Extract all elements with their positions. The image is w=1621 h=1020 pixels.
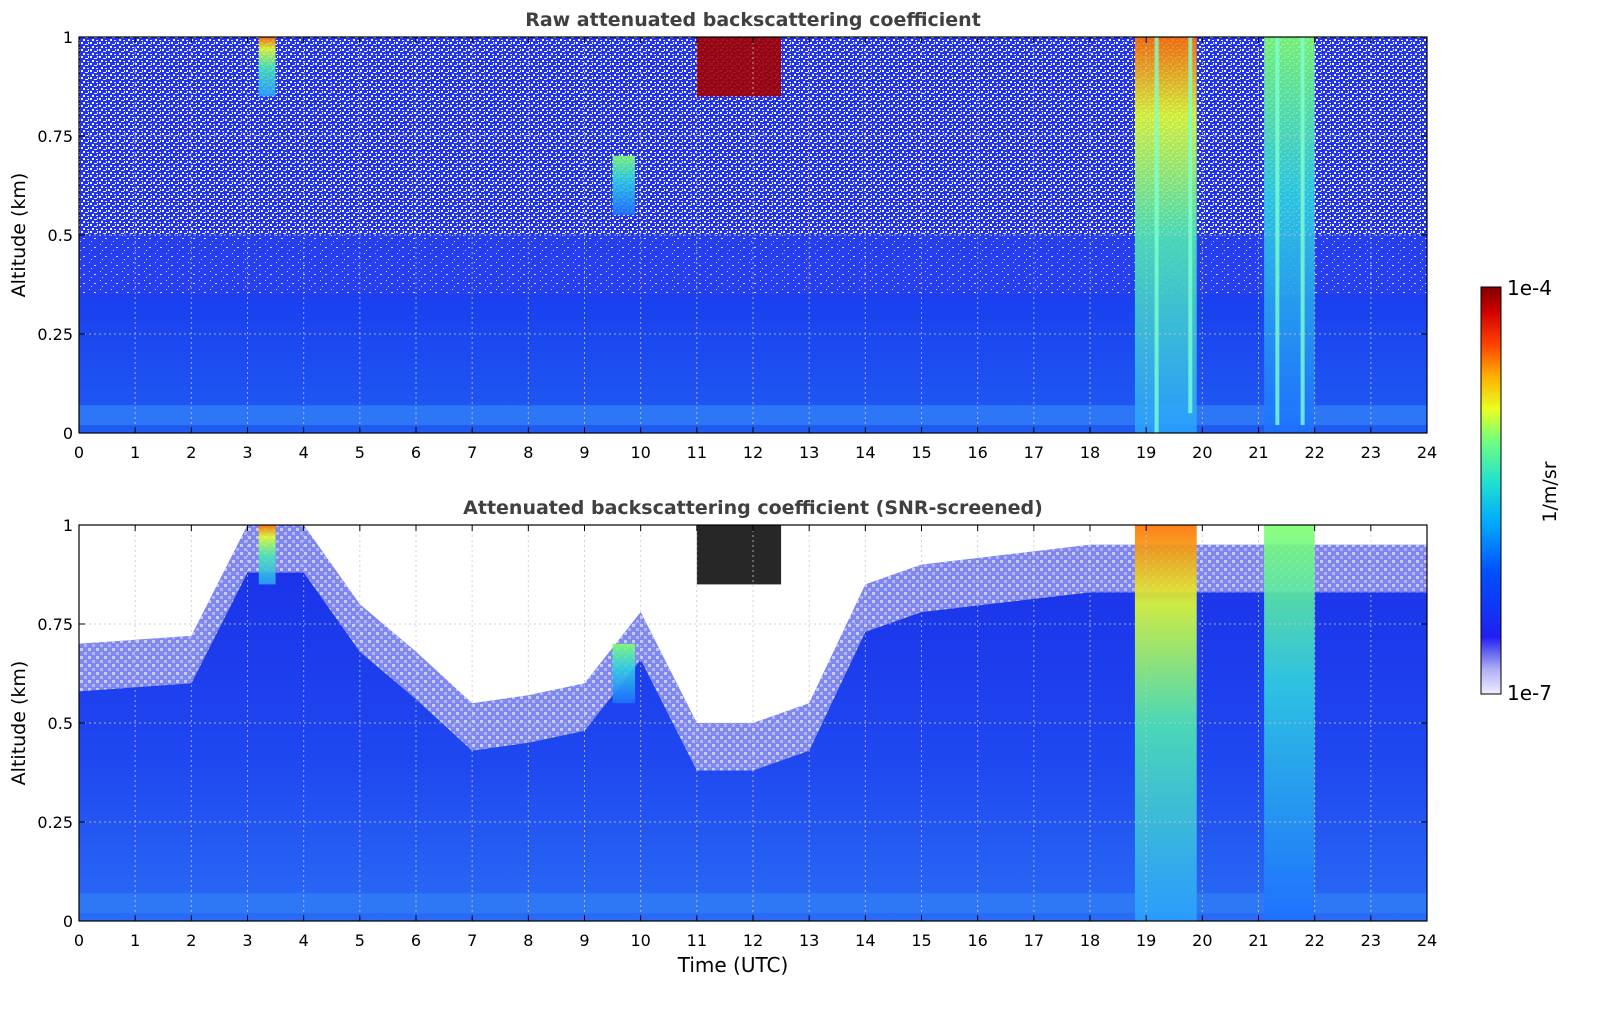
x-tick-label-17: 17 [1024, 931, 1044, 950]
x-tick-label-3: 3 [242, 931, 252, 950]
x-tick-label-15: 15 [911, 443, 931, 462]
x-tick-label-5: 5 [355, 931, 365, 950]
colorbar-unit-label: 1/m/sr [1539, 461, 1561, 522]
y-axis-label: Altitude (km) [8, 661, 30, 786]
plume-spike-2 [1188, 37, 1193, 414]
x-tick-label-1: 1 [130, 443, 140, 462]
y-tick-label-3: 0.75 [37, 615, 73, 634]
screened-region [79, 525, 1427, 723]
x-tick-label-1: 1 [130, 931, 140, 950]
x-tick-label-12: 12 [743, 443, 763, 462]
x-tick-label-7: 7 [467, 931, 477, 950]
x-tick-label-16: 16 [967, 931, 987, 950]
x-tick-label-6: 6 [411, 443, 421, 462]
y-axis-label: Altitude (km) [8, 173, 30, 298]
noise-region-lower [79, 235, 1427, 295]
x-tick-label-20: 20 [1192, 931, 1212, 950]
chart-title: Raw attenuated backscattering coefficien… [525, 9, 981, 31]
plume-spike-4 [1300, 37, 1305, 426]
x-tick-label-12: 12 [743, 931, 763, 950]
chart-title: Attenuated backscattering coefficient (S… [463, 497, 1043, 519]
surface-band [79, 405, 1427, 426]
plume-spike-1 [1154, 37, 1159, 433]
y-tick-label-4: 1 [63, 28, 73, 47]
y-tick-label-4: 1 [63, 516, 73, 535]
x-tick-label-4: 4 [299, 931, 309, 950]
panel-1: 0 1 2 3 4 5 6 7 8 9 10 11 12 13 14 15 16 17 18 19 20 21 22 23 24… [8, 9, 1437, 462]
feature-1 [258, 525, 276, 585]
x-tick-label-0: 0 [74, 443, 84, 462]
feature-2 [612, 643, 636, 704]
plume-spike-3 [1275, 37, 1280, 426]
colorbar: 1e-4 1e-7 1/m/sr [1480, 276, 1561, 705]
x-tick-label-13: 13 [799, 931, 819, 950]
x-tick-label-9: 9 [579, 931, 589, 950]
x-tick-label-14: 14 [855, 931, 875, 950]
x-tick-label-23: 23 [1361, 443, 1381, 462]
x-tick-label-7: 7 [467, 443, 477, 462]
surface-band [79, 893, 1427, 914]
y-tick-label-1: 0.25 [37, 813, 73, 832]
y-tick-label-0: 0 [63, 424, 73, 443]
x-tick-label-17: 17 [1024, 443, 1044, 462]
x-tick-label-5: 5 [355, 443, 365, 462]
x-tick-label-2: 2 [186, 931, 196, 950]
x-tick-label-15: 15 [911, 931, 931, 950]
feature-3 [696, 525, 782, 585]
colorbar-gradient [1480, 286, 1502, 695]
colorbar-min-label: 1e-7 [1507, 681, 1552, 705]
x-tick-label-8: 8 [523, 443, 533, 462]
x-tick-label-16: 16 [967, 443, 987, 462]
y-tick-label-1: 0.25 [37, 325, 73, 344]
x-tick-label-8: 8 [523, 931, 533, 950]
x-tick-label-24: 24 [1417, 931, 1437, 950]
x-tick-label-10: 10 [630, 443, 650, 462]
x-tick-label-10: 10 [630, 931, 650, 950]
x-tick-label-9: 9 [579, 443, 589, 462]
x-tick-label-24: 24 [1417, 443, 1437, 462]
x-tick-label-14: 14 [855, 443, 875, 462]
x-tick-label-18: 18 [1080, 443, 1100, 462]
colorbar-max-label: 1e-4 [1507, 276, 1552, 300]
feature-1 [258, 37, 276, 97]
x-tick-label-22: 22 [1304, 443, 1324, 462]
x-tick-label-13: 13 [799, 443, 819, 462]
x-tick-label-0: 0 [74, 931, 84, 950]
panel-2: 0 1 2 3 4 5 6 7 8 9 10 11 12 13 14 15 16 17 18 19 20 21 22 23 24… [8, 497, 1437, 977]
feature-3 [696, 37, 782, 97]
y-tick-label-2: 0.5 [48, 714, 73, 733]
x-tick-label-11: 11 [687, 931, 707, 950]
x-tick-label-20: 20 [1192, 443, 1212, 462]
x-tick-label-2: 2 [186, 443, 196, 462]
x-tick-label-11: 11 [687, 443, 707, 462]
x-tick-label-3: 3 [242, 443, 252, 462]
x-tick-label-21: 21 [1248, 443, 1268, 462]
y-tick-label-0: 0 [63, 912, 73, 931]
x-tick-label-21: 21 [1248, 931, 1268, 950]
feature-2 [612, 155, 636, 216]
y-tick-label-2: 0.5 [48, 226, 73, 245]
y-tick-label-3: 0.75 [37, 127, 73, 146]
x-tick-label-22: 22 [1304, 931, 1324, 950]
x-tick-label-18: 18 [1080, 931, 1100, 950]
x-tick-label-19: 19 [1136, 931, 1156, 950]
x-tick-label-23: 23 [1361, 931, 1381, 950]
x-tick-label-4: 4 [299, 443, 309, 462]
x-axis-label: Time (UTC) [677, 953, 789, 977]
x-tick-label-19: 19 [1136, 443, 1156, 462]
x-tick-label-6: 6 [411, 931, 421, 950]
